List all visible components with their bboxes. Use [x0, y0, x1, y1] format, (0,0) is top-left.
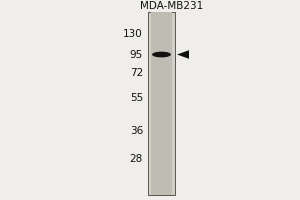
Bar: [148, 12, 175, 195]
Bar: [151, 12, 172, 195]
Text: 130: 130: [123, 29, 143, 39]
Text: 36: 36: [130, 126, 143, 136]
Ellipse shape: [152, 52, 171, 57]
Text: 28: 28: [130, 154, 143, 164]
Text: 72: 72: [130, 68, 143, 78]
Polygon shape: [177, 50, 189, 59]
Text: 55: 55: [130, 93, 143, 103]
Text: 95: 95: [130, 50, 143, 60]
Text: MDA-MB231: MDA-MB231: [140, 1, 203, 11]
